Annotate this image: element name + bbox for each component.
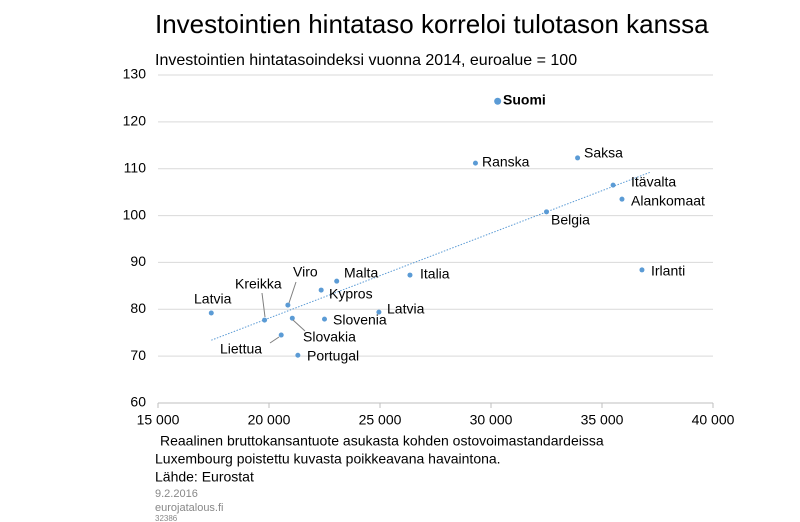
point xyxy=(472,160,478,166)
point-label: Italia xyxy=(420,266,450,282)
point xyxy=(278,332,284,338)
point-label: Portugal xyxy=(307,348,359,364)
point xyxy=(334,278,340,284)
point-label: Slovakia xyxy=(303,329,356,345)
y-tick-label: 70 xyxy=(130,347,146,363)
point xyxy=(610,182,616,188)
chart-subtitle: Investointien hintatasoindeksi vuonna 20… xyxy=(155,52,577,69)
y-tick-label: 90 xyxy=(130,253,146,269)
point-label: Irlanti xyxy=(651,263,685,279)
point-label: Kypros xyxy=(329,286,373,302)
point-label: Latvia xyxy=(387,301,425,317)
y-tick-label: 130 xyxy=(123,66,147,82)
point xyxy=(262,317,268,323)
leader-line xyxy=(288,281,297,304)
point xyxy=(619,196,625,202)
point xyxy=(295,352,301,358)
y-tick-label: 100 xyxy=(123,206,147,222)
point xyxy=(208,310,214,316)
point xyxy=(322,316,327,322)
point xyxy=(544,209,549,215)
x-tick-label: 35 000 xyxy=(581,412,624,428)
point-label: Ranska xyxy=(482,154,530,170)
point xyxy=(285,302,291,308)
x-tick-label: 40 000 xyxy=(692,412,735,428)
point xyxy=(494,97,502,105)
y-tick-label: 60 xyxy=(130,394,146,410)
point-label: Slovenia xyxy=(333,312,387,328)
code: 32386 xyxy=(155,514,178,522)
x-tick-label: 20 000 xyxy=(248,412,291,428)
note: Luxembourg poistettu kuvasta poikkeavana… xyxy=(155,451,501,467)
chart-title: Investointien hintataso korreloi tulotas… xyxy=(155,9,709,39)
site: eurojatalous.fi xyxy=(155,502,224,514)
trendline xyxy=(211,171,652,341)
y-tick-label: 110 xyxy=(124,159,147,175)
point xyxy=(289,315,295,321)
x-tick-label: 15 000 xyxy=(137,412,180,428)
leader-line xyxy=(269,336,280,344)
date: 9.2.2016 xyxy=(155,488,198,500)
point-label: Latvia xyxy=(194,291,232,307)
point-label: Belgia xyxy=(551,212,590,228)
y-tick-label: 120 xyxy=(123,113,147,129)
x-axis-label: Reaalinen bruttokansantuote asukasta koh… xyxy=(160,433,604,449)
y-tick-label: 80 xyxy=(130,300,146,316)
point-label: Saksa xyxy=(584,145,623,161)
x-tick-label: 30 000 xyxy=(470,412,513,428)
source: Lähde: Eurostat xyxy=(155,469,254,485)
point-label: Kreikka xyxy=(235,276,282,292)
point xyxy=(407,272,413,278)
leader-line xyxy=(261,292,266,318)
point xyxy=(376,309,382,315)
point-label: Itävalta xyxy=(631,174,676,190)
point-label: Suomi xyxy=(503,92,546,108)
point xyxy=(639,267,645,273)
point-label: Malta xyxy=(344,265,378,281)
point xyxy=(318,287,324,293)
x-tick-label: 25 000 xyxy=(359,412,402,428)
point-label: Liettua xyxy=(220,341,262,357)
point-label: Alankomaat xyxy=(631,193,705,209)
leader-line xyxy=(292,319,306,332)
point xyxy=(575,155,581,161)
point-label: Viro xyxy=(293,264,318,280)
